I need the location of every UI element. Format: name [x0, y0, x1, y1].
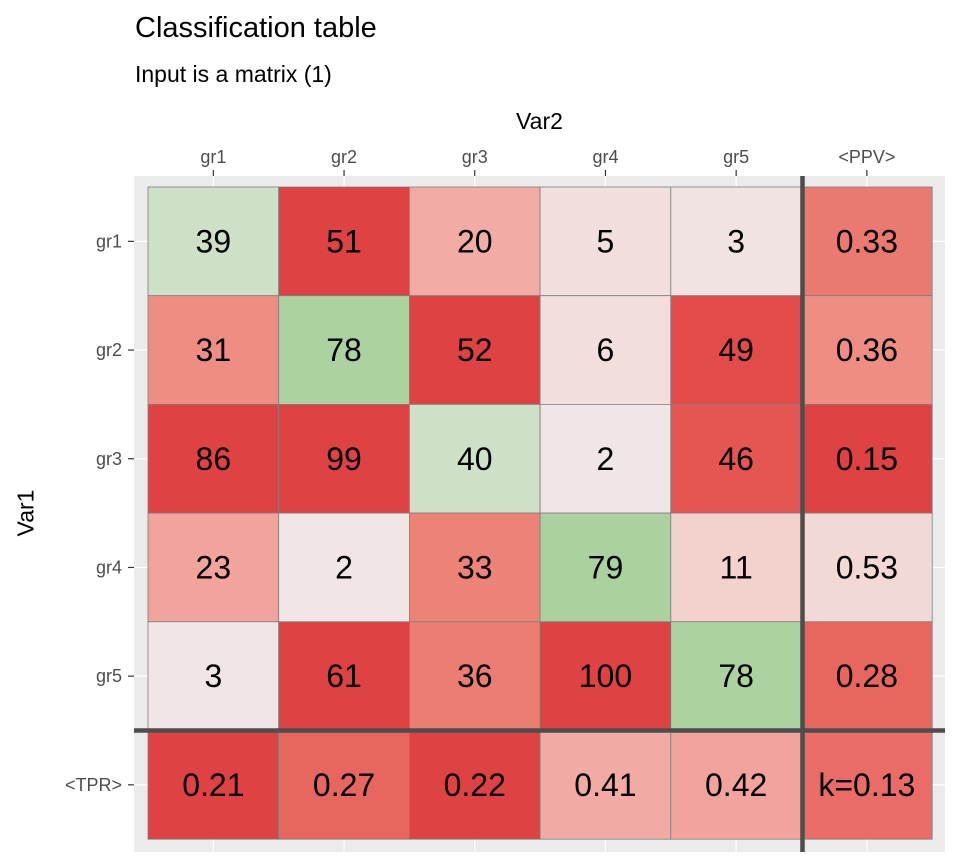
heatmap-cell [801, 403, 933, 514]
cell-value-label: 78 [718, 658, 754, 694]
heatmap-cell [147, 186, 280, 297]
y-tick-label: gr3 [96, 449, 122, 469]
heatmap-cell [147, 621, 280, 731]
cell-value-label: 39 [196, 223, 232, 259]
y-tick-label: gr5 [96, 666, 122, 686]
cell-value-label: 99 [326, 441, 362, 477]
cell-value-label: 36 [457, 658, 493, 694]
heatmap-cell [147, 730, 280, 840]
heatmap-cell [408, 295, 541, 405]
heatmap-cell [801, 730, 933, 840]
heatmap-cell [801, 295, 933, 405]
y-tick-label: <TPR> [65, 775, 122, 795]
heatmap-cell [147, 512, 280, 623]
heatmap-cell [278, 512, 410, 623]
cell-value-label: 51 [326, 223, 362, 259]
cell-value-label: 100 [579, 658, 632, 694]
y-tick-label: gr1 [96, 231, 122, 251]
heatmap-cell [801, 621, 933, 731]
heatmap-cell [278, 730, 410, 840]
x-tick-label: gr4 [592, 147, 618, 167]
chart-title: Classification table [135, 12, 377, 44]
x-tick-label: <PPV> [838, 147, 895, 167]
heatmap-cell [801, 186, 933, 297]
heatmap-cell [278, 186, 410, 297]
heatmap-cell [408, 403, 541, 514]
heatmap-cell [278, 403, 410, 514]
cell-value-label: 0.53 [836, 549, 898, 585]
heatmap-cell [408, 730, 541, 840]
heatmap-cell [670, 730, 802, 840]
chart-subtitle: Input is a matrix (1) [135, 61, 332, 87]
cell-value-label: 78 [326, 332, 362, 368]
cell-value-label: 49 [718, 332, 754, 368]
cell-value-label: 31 [196, 332, 232, 368]
cell-value-label: 46 [718, 441, 754, 477]
heatmap-cell [670, 295, 802, 405]
heatmap-cell [278, 295, 410, 405]
cell-value-label: 3 [204, 658, 222, 694]
cell-value-label: 5 [597, 223, 615, 259]
heatmap-cell [408, 512, 541, 623]
x-axis-label: Var2 [516, 108, 563, 134]
heatmap-cell [670, 403, 802, 514]
cell-value-label: 0.27 [313, 767, 375, 803]
cell-value-label: 61 [326, 658, 362, 694]
cell-value-label: k=0.13 [818, 767, 915, 803]
cell-value-label: 0.21 [182, 767, 244, 803]
heatmap-cell [539, 403, 672, 514]
cell-value-label: 86 [196, 441, 232, 477]
cell-value-label: 0.41 [574, 767, 636, 803]
heatmap-cell [539, 186, 672, 297]
cell-value-label: 0.22 [444, 767, 506, 803]
x-tick-label: gr2 [331, 147, 357, 167]
heatmap-cell [670, 621, 802, 731]
cell-value-label: 20 [457, 223, 493, 259]
heatmap-cell [539, 621, 672, 731]
heatmap-cell [408, 186, 541, 297]
x-tick-label: gr1 [200, 147, 226, 167]
cell-value-label: 0.15 [836, 441, 898, 477]
cell-value-label: 0.28 [836, 658, 898, 694]
cell-value-label: 0.33 [836, 223, 898, 259]
heatmap-cell [539, 295, 672, 405]
cell-value-label: 3 [727, 223, 745, 259]
cell-value-label: 0.36 [836, 332, 898, 368]
cell-value-label: 6 [597, 332, 615, 368]
y-tick-label: gr2 [96, 340, 122, 360]
heatmap-cell [147, 295, 280, 405]
x-tick-label: gr5 [723, 147, 749, 167]
heatmap-cell [278, 621, 410, 731]
cell-value-label: 52 [457, 332, 493, 368]
cell-value-label: 0.42 [705, 767, 767, 803]
cell-value-label: 11 [720, 549, 753, 585]
cell-value-label: 2 [335, 549, 353, 585]
cell-value-label: 79 [588, 549, 624, 585]
cell-value-label: 23 [196, 549, 232, 585]
heatmap-cell [147, 403, 280, 514]
cell-value-label: 40 [457, 441, 493, 477]
heatmap-cell [801, 512, 933, 623]
y-tick-label: gr4 [96, 557, 122, 577]
x-tick-label: gr3 [462, 147, 488, 167]
cell-value-label: 33 [457, 549, 493, 585]
cell-value-label: 2 [597, 441, 615, 477]
